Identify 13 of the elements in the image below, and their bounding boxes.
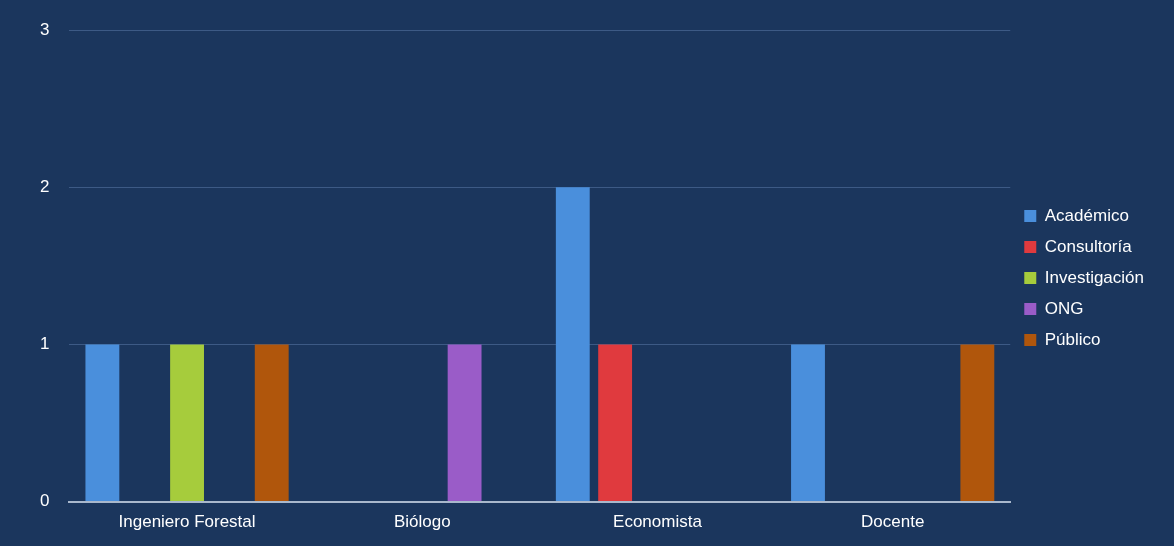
y-tick-label: 0 xyxy=(39,491,50,511)
x-tick-label: Economista xyxy=(613,512,703,532)
legend-label: Consultoría xyxy=(1044,236,1133,256)
y-tick-label: 3 xyxy=(39,19,50,39)
y-tick-label: 1 xyxy=(39,334,50,354)
x-tick-label: Ingeniero Forestal xyxy=(118,512,256,532)
legend-label: Público xyxy=(1044,329,1101,349)
x-tick-label: Docente xyxy=(861,512,925,532)
legend-label: Investigación xyxy=(1044,267,1145,287)
legend-label: Académico xyxy=(1044,205,1129,225)
x-tick-label: Biólogo xyxy=(393,512,451,532)
legend-label: ONG xyxy=(1044,298,1084,318)
y-tick-label: 2 xyxy=(39,177,50,197)
